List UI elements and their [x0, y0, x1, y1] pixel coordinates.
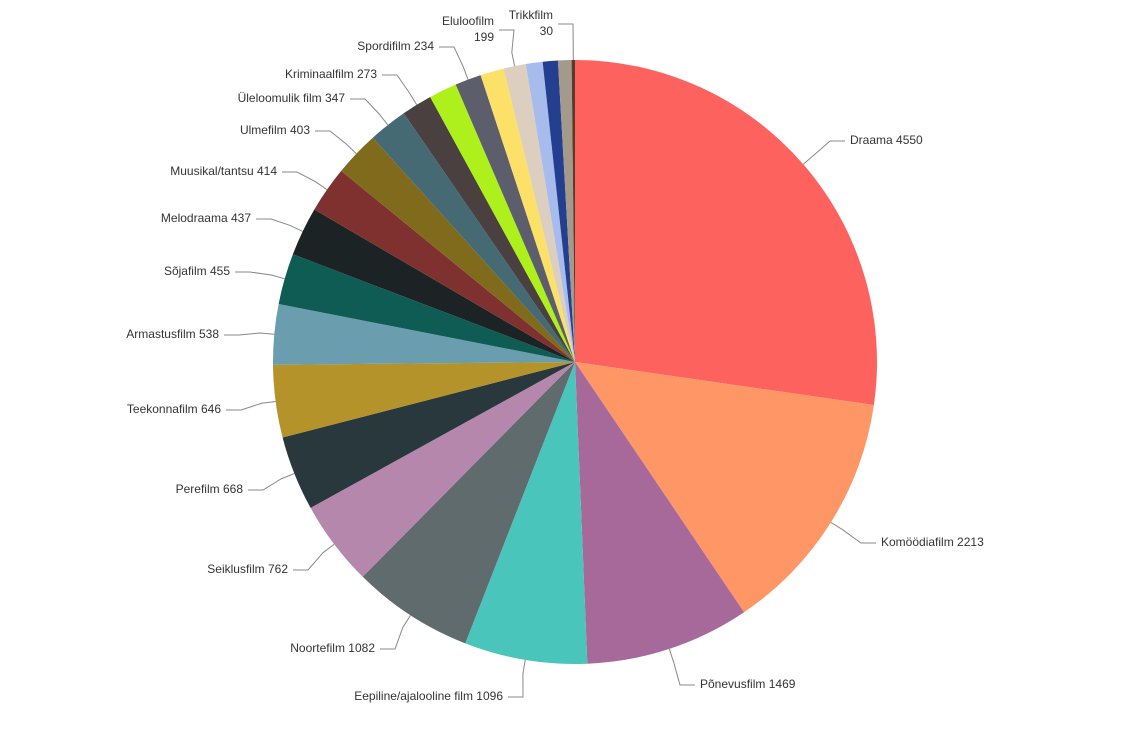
leader-line	[499, 29, 516, 67]
pie-slice	[571, 60, 575, 362]
slice-value: 414	[257, 164, 277, 178]
slice-label: Perefilm 668	[176, 482, 244, 496]
slice-value: 1469	[769, 677, 796, 691]
leader-line	[508, 659, 526, 698]
slice-label: Noortefilm 1082	[290, 641, 375, 655]
pie-slice	[403, 97, 575, 362]
leader-line	[224, 332, 275, 336]
pie-slice	[273, 362, 575, 438]
pie-slice	[282, 362, 575, 508]
slice-label: Põnevusfilm 1469	[700, 677, 796, 691]
slice-label: Sõjafilm 455	[164, 264, 230, 278]
pie-slice	[314, 170, 575, 362]
slice-value: 2213	[957, 535, 984, 549]
slice-name: Melodraama	[161, 211, 228, 225]
pie-slice	[292, 209, 575, 362]
slice-name: Ulmefilm	[240, 123, 287, 137]
pie-slice	[430, 84, 575, 362]
leader-line	[380, 615, 411, 650]
slice-name: Eepiline/ajalooline film	[354, 689, 473, 703]
leader-line	[293, 543, 335, 571]
pie-slice	[503, 64, 575, 362]
slice-name: Kriminaalfilm	[285, 67, 354, 81]
pie-slice	[341, 137, 575, 362]
slice-name: Teekonnafilm	[127, 402, 198, 416]
slice-value: 4550	[896, 133, 923, 147]
slice-name: Draama	[850, 133, 893, 147]
slice-value: 455	[210, 264, 230, 278]
slice-label: Trikkfilm 30	[509, 8, 554, 38]
leader-line	[282, 171, 328, 191]
slice-value: 273	[357, 67, 377, 81]
slice-label: Spordifilm 234	[357, 39, 434, 53]
pie-slice	[278, 254, 575, 362]
leader-line	[382, 74, 418, 106]
pie-slice	[310, 362, 575, 577]
pie-slice	[575, 60, 877, 406]
slice-label: Eluloofilm 199	[442, 14, 494, 44]
pie-slice	[465, 362, 588, 664]
slice-value: 347	[325, 91, 345, 105]
leader-line	[439, 46, 469, 80]
slice-label: Seiklusfilm 762	[207, 562, 288, 576]
slice-name: Spordifilm	[357, 39, 410, 53]
leader-line	[315, 130, 357, 155]
slice-label: Draama 4550	[850, 133, 923, 147]
slice-name: Komöödiafilm	[881, 535, 954, 549]
leader-line	[350, 98, 389, 126]
pie-slice	[557, 60, 575, 362]
pie-slice	[525, 61, 575, 362]
slice-label: Üleloomulik film 347	[238, 91, 346, 105]
slice-value: 30	[540, 24, 554, 38]
pie-slice	[362, 362, 575, 644]
slice-name: Muusikal/tantsu	[170, 164, 253, 178]
slice-value: 234	[414, 39, 434, 53]
slice-label: Melodraama 437	[161, 211, 251, 225]
slice-name: Noortefilm	[290, 641, 345, 655]
slice-name: Sõjafilm	[164, 264, 207, 278]
pie-slice	[480, 68, 575, 362]
slice-name: Perefilm	[176, 482, 220, 496]
slice-value: 538	[199, 327, 219, 341]
slice-value: 762	[268, 562, 288, 576]
pie-slice	[273, 303, 575, 365]
pie-slice	[575, 362, 874, 613]
slice-value: 403	[290, 123, 310, 137]
slice-value: 199	[474, 30, 494, 44]
slice-name: Eluloofilm	[442, 14, 494, 28]
leader-line	[248, 473, 295, 491]
leader-line	[668, 648, 695, 686]
slice-value: 646	[201, 402, 221, 416]
slice-name: Üleloomulik film	[238, 91, 322, 105]
pie-slice	[372, 113, 575, 363]
leader-line	[235, 271, 285, 280]
pie-slice	[455, 75, 575, 363]
slice-label: Kriminaalfilm 273	[285, 67, 377, 81]
slice-label: Eepiline/ajalooline film 1096	[354, 689, 503, 703]
slice-value: 668	[223, 482, 243, 496]
slice-label: Komöödiafilm 2213	[881, 535, 984, 549]
leader-line	[830, 521, 876, 544]
slice-value: 1096	[476, 689, 503, 703]
slice-name: Seiklusfilm	[207, 562, 264, 576]
slice-name: Põnevusfilm	[700, 677, 765, 691]
slice-value: 437	[231, 211, 251, 225]
leader-line	[802, 140, 845, 165]
slice-label: Teekonnafilm 646	[127, 402, 221, 416]
slice-value: 1082	[348, 641, 375, 655]
leader-line	[558, 23, 574, 61]
slice-label: Ulmefilm 403	[240, 123, 310, 137]
pie-slice	[542, 60, 575, 362]
pie-slice	[575, 362, 745, 664]
leader-line	[226, 400, 276, 411]
slice-name: Armastusfilm	[126, 327, 195, 341]
leader-line	[256, 218, 303, 232]
slice-label: Muusikal/tantsu 414	[170, 164, 277, 178]
slice-name: Trikkfilm	[509, 8, 553, 22]
slice-label: Armastusfilm 538	[126, 327, 219, 341]
